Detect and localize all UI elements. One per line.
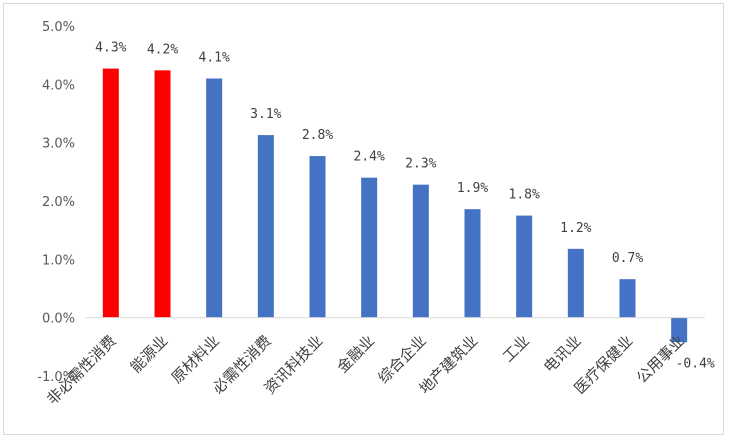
bar bbox=[671, 317, 688, 343]
bar bbox=[516, 215, 533, 318]
bar bbox=[464, 209, 481, 318]
data-label: 2.8% bbox=[302, 128, 333, 143]
y-axis: -1.0% 0.0% 1.0% 2.0% 3.0% 4.0% 5.0% bbox=[37, 20, 75, 385]
data-labels: 4.3% 4.2% 4.1% 3.1% 2.8% 2.4% 2.3% 1.9% 1.8% 1.2%… bbox=[95, 41, 715, 372]
y-tick-label: 5.0% bbox=[42, 20, 75, 35]
bars bbox=[102, 68, 688, 343]
bar bbox=[102, 68, 119, 318]
data-label: 0.7% bbox=[612, 251, 643, 266]
data-label: 3.1% bbox=[250, 107, 281, 122]
data-label: -0.4% bbox=[676, 357, 715, 372]
data-label: 1.2% bbox=[560, 221, 591, 236]
data-label: 1.8% bbox=[509, 188, 540, 203]
data-label: 2.4% bbox=[354, 150, 385, 165]
bar bbox=[619, 279, 636, 318]
bar bbox=[412, 184, 429, 318]
category-label: 电讯业 bbox=[540, 332, 585, 377]
bar bbox=[309, 156, 326, 318]
category-label: 能源业 bbox=[127, 332, 172, 377]
bar bbox=[567, 248, 584, 318]
bar bbox=[361, 177, 378, 318]
y-tick-label: -1.0% bbox=[37, 370, 75, 385]
data-label: 1.9% bbox=[457, 181, 488, 196]
data-label: 4.1% bbox=[199, 51, 230, 66]
category-label: 金融业 bbox=[333, 332, 378, 377]
y-tick-label: 2.0% bbox=[42, 195, 75, 210]
data-label: 4.2% bbox=[147, 42, 178, 57]
data-label: 2.3% bbox=[405, 157, 436, 172]
data-label: 4.3% bbox=[95, 41, 126, 56]
y-tick-label: 4.0% bbox=[42, 78, 75, 93]
bar bbox=[154, 70, 171, 318]
y-tick-label: 3.0% bbox=[42, 137, 75, 152]
category-label: 工业 bbox=[499, 332, 533, 366]
bar bbox=[206, 78, 223, 318]
y-tick-label: 0.0% bbox=[42, 312, 75, 327]
bar bbox=[257, 135, 274, 318]
y-tick-label: 1.0% bbox=[42, 253, 75, 268]
